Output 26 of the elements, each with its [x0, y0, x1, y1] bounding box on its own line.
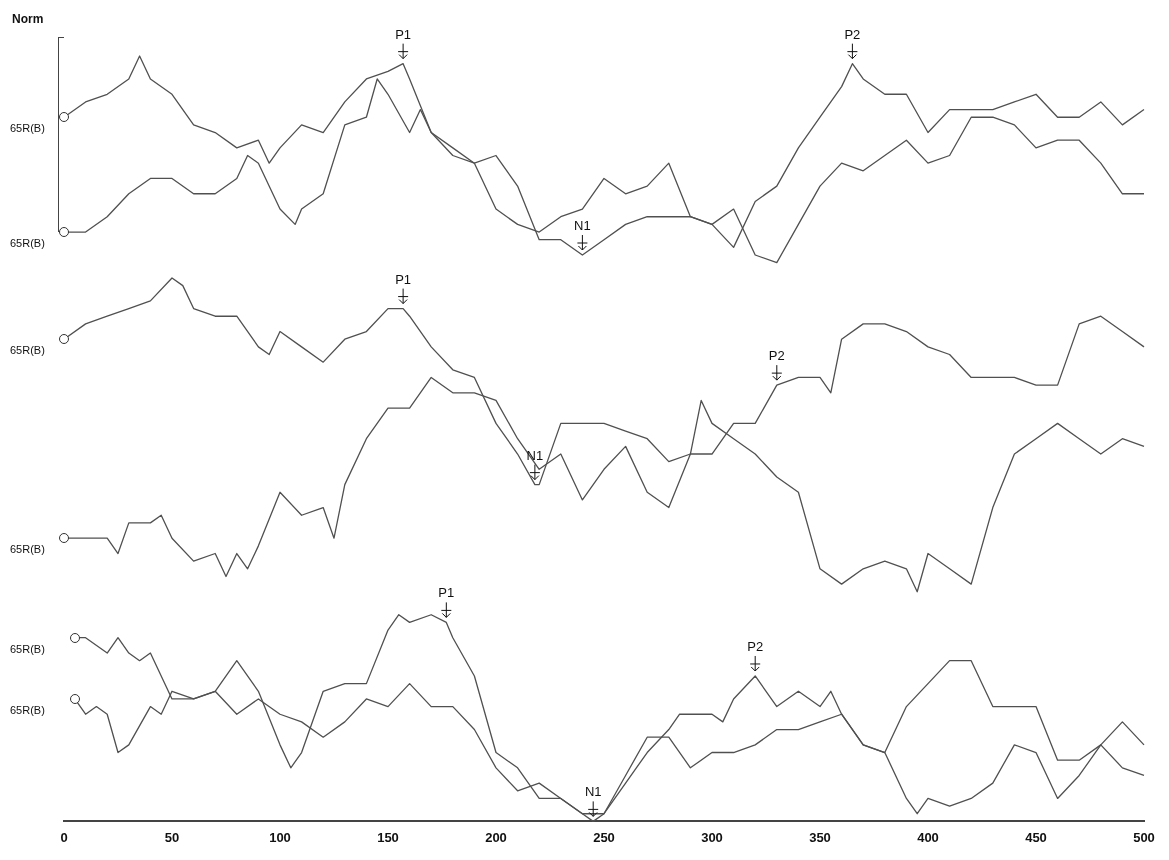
annotation: N1 — [584, 784, 602, 800]
series-label: 65R(B) — [10, 237, 45, 250]
x-tick-label: 450 — [1025, 829, 1047, 845]
x-tick-label: 50 — [164, 829, 180, 845]
annotation: P2 — [747, 639, 764, 655]
x-tick-label: 0 — [60, 829, 68, 845]
text: 65R(B) — [10, 703, 45, 716]
x-tick-label: 350 — [809, 829, 831, 845]
x-tick-label: 150 — [377, 829, 399, 845]
x-tick-label: 250 — [593, 829, 615, 845]
x-tick-label: 500 — [1133, 829, 1155, 845]
text: Norm — [12, 12, 44, 27]
x-tick-label: 200 — [485, 829, 507, 845]
text: 65R(B) — [10, 642, 45, 655]
annotation: P1 — [395, 26, 412, 42]
series-label: 65R(B) — [10, 543, 45, 556]
x-tick-label: 100 — [269, 829, 291, 845]
x-tick-label: 300 — [701, 829, 723, 845]
series-label: 65R(B) — [10, 122, 45, 135]
annotation: N1 — [574, 218, 591, 234]
annotation: P2 — [768, 348, 785, 364]
series-label: 65R(B) — [10, 344, 45, 357]
annotation: P1 — [438, 585, 455, 601]
annotation: P1 — [395, 271, 412, 287]
annotation: P2 — [844, 26, 861, 42]
x-tick-label: 400 — [917, 829, 939, 845]
